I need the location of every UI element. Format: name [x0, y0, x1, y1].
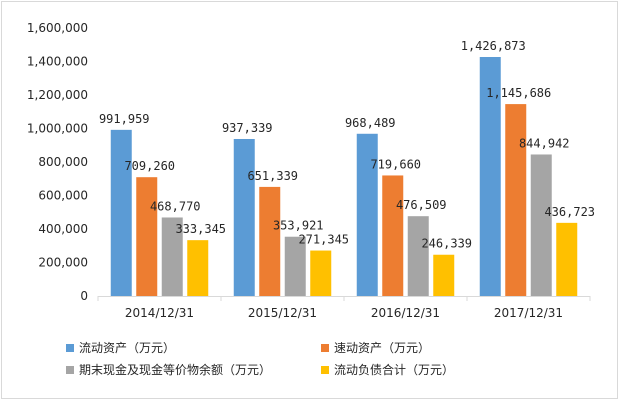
bar: [161, 217, 183, 296]
data-label: 436,723: [544, 205, 595, 219]
bar: [259, 186, 281, 296]
bar: [284, 236, 306, 296]
data-label: 709,260: [124, 159, 175, 173]
y-tick-label: 400,000: [38, 222, 88, 236]
y-tick-label: 1,200,000: [27, 88, 88, 102]
x-tick-label: 2015/12/31: [248, 306, 317, 320]
data-label: 937,339: [222, 121, 273, 135]
data-label: 271,345: [298, 233, 349, 247]
data-label: 991,959: [99, 112, 150, 126]
data-label: 353,921: [273, 219, 324, 233]
bar: [382, 175, 404, 296]
data-label: 246,339: [421, 237, 472, 251]
y-tick-label: 800,000: [38, 155, 88, 169]
legend-swatch: [66, 366, 74, 374]
bar: [136, 177, 158, 296]
y-tick-label: 600,000: [38, 189, 88, 203]
data-label: 476,509: [396, 198, 447, 212]
bar: [187, 240, 209, 296]
y-tick-label: 200,000: [38, 256, 88, 270]
x-tick-label: 2014/12/31: [125, 306, 194, 320]
legend-label: 流动负债合计（万元）: [334, 362, 454, 377]
bar: [433, 254, 455, 296]
legend-swatch: [321, 366, 329, 374]
y-tick-label: 1,600,000: [27, 21, 88, 35]
bar: [407, 216, 429, 296]
x-tick-label: 2017/12/31: [494, 306, 563, 320]
data-label: 333,345: [175, 222, 226, 236]
bar: [530, 154, 552, 296]
bar: [356, 133, 378, 296]
bar: [479, 56, 501, 296]
bar: [556, 222, 578, 296]
legend-swatch: [321, 344, 329, 352]
legend-label: 速动资产（万元）: [334, 341, 430, 355]
legend-label: 流动资产（万元）: [79, 341, 175, 355]
y-tick-label: 1,400,000: [27, 55, 88, 69]
legend-label: 期末现金及现金等价物余额（万元）: [79, 362, 271, 377]
data-label: 1,145,686: [486, 86, 551, 100]
bar: [233, 138, 255, 296]
legend-swatch: [66, 344, 74, 352]
bar: [110, 129, 132, 296]
x-tick-label: 2016/12/31: [371, 306, 440, 320]
bar: [505, 104, 527, 296]
data-label: 844,942: [519, 136, 570, 150]
data-label: 719,660: [370, 157, 421, 171]
data-label: 468,770: [150, 199, 201, 213]
y-tick-label: 0: [80, 289, 88, 303]
data-label: 1,426,873: [461, 39, 526, 53]
bar: [310, 250, 332, 296]
data-label: 651,339: [247, 169, 298, 183]
y-tick-label: 1,000,000: [27, 122, 88, 136]
data-label: 968,489: [345, 116, 396, 130]
